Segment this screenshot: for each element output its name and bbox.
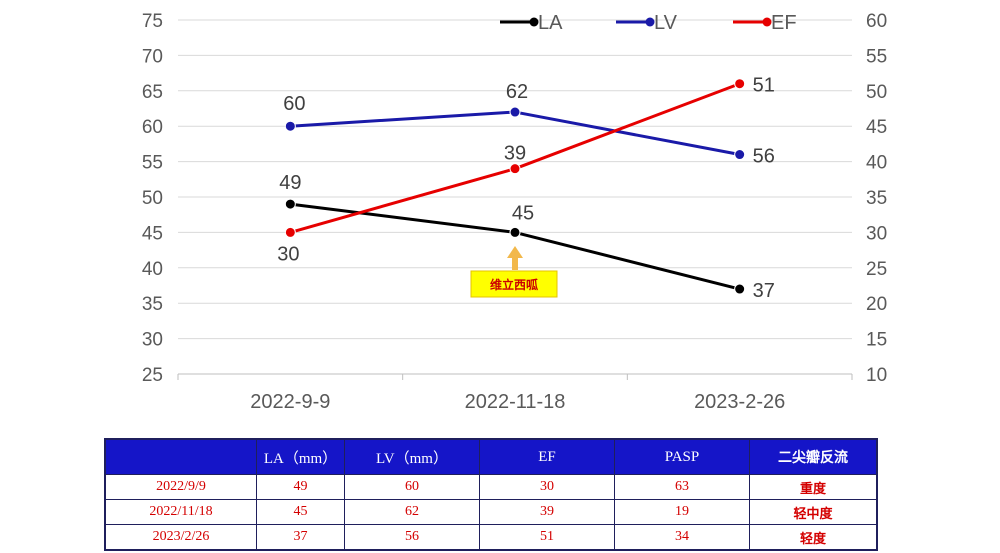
y-left-tick-label: 60: [142, 117, 163, 138]
table-cell: 轻中度: [749, 499, 878, 525]
table-cell: 2022/9/9: [104, 474, 257, 500]
y-right-tick-label: 15: [866, 330, 887, 351]
y-left-tick-label: 55: [142, 153, 163, 174]
table-cell: 49: [256, 474, 345, 500]
table-cell: 56: [344, 524, 480, 551]
x-tick-label: 2023-2-26: [694, 391, 785, 413]
table-row: 2022/9/9 49 60 30 63 重度: [104, 474, 878, 500]
table-cell: 重度: [749, 474, 878, 500]
legend-label-la: LA: [538, 12, 563, 34]
x-tick-label: 2022-9-9: [250, 391, 330, 413]
data-label-la: 49: [279, 172, 301, 194]
data-table: LA（mm） LV（mm） EF PASP 二尖瓣反流 2022/9/9 49 …: [104, 438, 878, 551]
legend-label-ef: EF: [771, 12, 797, 34]
data-label-lv: 60: [283, 93, 305, 115]
table-row: 2023/2/26 37 56 51 34 轻度: [104, 524, 878, 551]
table-cell: 63: [614, 474, 750, 500]
y-left-tick-label: 75: [142, 11, 163, 32]
table-cell: 19: [614, 499, 750, 525]
table-cell: 轻度: [749, 524, 878, 551]
y-left-tick-label: 50: [142, 188, 163, 209]
data-point-la: [284, 198, 296, 210]
y-right-tick-label: 30: [866, 223, 887, 244]
table-cell: 37: [256, 524, 345, 551]
table-row: 2022/11/18 45 62 39 19 轻中度: [104, 499, 878, 525]
y-right-tick-label: 35: [866, 188, 887, 209]
y-left-tick-label: 70: [142, 46, 163, 67]
y-right-tick-label: 40: [866, 153, 887, 174]
table-header-row: LA（mm） LV（mm） EF PASP 二尖瓣反流: [104, 438, 878, 475]
y-right-tick-label: 20: [866, 294, 887, 315]
table-cell: 51: [479, 524, 615, 551]
y-right-tick-label: 55: [866, 46, 887, 67]
header-cell-mr: 二尖瓣反流: [749, 438, 878, 475]
data-point-lv: [734, 149, 746, 161]
legend-marker-lv: [645, 17, 655, 27]
y-left-tick-label: 45: [142, 223, 163, 244]
data-point-lv: [284, 120, 296, 132]
data-label-ef: 51: [753, 75, 775, 97]
y-right-tick-label: 60: [866, 11, 887, 32]
data-label-ef: 30: [277, 243, 299, 265]
data-point-ef: [734, 78, 746, 90]
header-cell-ef: EF: [479, 438, 615, 475]
y-right-tick-label: 45: [866, 117, 887, 138]
data-label-lv: 62: [506, 81, 528, 103]
y-left-tick-label: 35: [142, 294, 163, 315]
y-right-tick-label: 50: [866, 82, 887, 103]
legend-marker-la: [529, 17, 539, 27]
y-right-tick-label: 25: [866, 259, 887, 280]
header-cell-date: [104, 438, 257, 475]
annotation-text: 维立西呱: [490, 277, 538, 292]
data-point-ef: [509, 163, 521, 175]
data-point-la: [734, 283, 746, 295]
table-cell: 39: [479, 499, 615, 525]
table-cell: 30: [479, 474, 615, 500]
table-cell: 60: [344, 474, 480, 500]
legend-marker-ef: [762, 17, 772, 27]
header-cell-pasp: PASP: [614, 438, 750, 475]
annotation-box: [470, 270, 558, 298]
annotation-arrow: [507, 246, 523, 270]
data-point-ef: [284, 226, 296, 238]
x-tick-label: 2022-11-18: [465, 391, 566, 413]
y-right-tick-label: 10: [866, 365, 887, 386]
header-cell-la: LA（mm）: [256, 438, 345, 475]
data-label-la: 37: [753, 280, 775, 302]
header-cell-lv: LV（mm）: [344, 438, 480, 475]
data-point-la: [509, 226, 521, 238]
data-label-lv: 56: [753, 146, 775, 168]
data-label-la: 45: [512, 202, 534, 224]
legend-label-lv: LV: [654, 12, 678, 34]
data-label-ef: 39: [504, 143, 526, 165]
table-cell: 34: [614, 524, 750, 551]
table-cell: 2022/11/18: [104, 499, 257, 525]
table-cell: 45: [256, 499, 345, 525]
table-cell: 62: [344, 499, 480, 525]
y-left-tick-label: 40: [142, 259, 163, 280]
y-left-tick-label: 30: [142, 330, 163, 351]
line-chart: 25 30 35 40 45 50 55 60 65 70 75 10 15 20 25 30 35 40 45 50…: [142, 11, 887, 413]
y-left-tick-label: 25: [142, 365, 163, 386]
data-point-lv: [509, 106, 521, 118]
y-left-tick-label: 65: [142, 82, 163, 103]
table-cell: 2023/2/26: [104, 524, 257, 551]
